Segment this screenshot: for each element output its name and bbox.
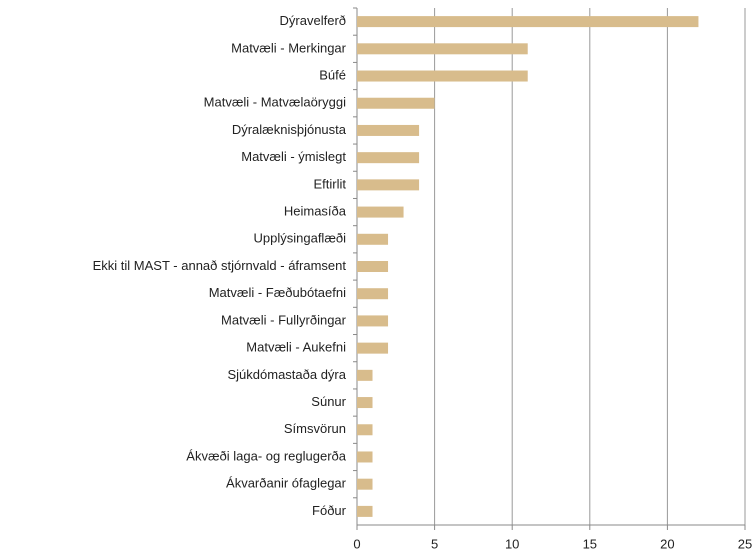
bar (357, 124, 420, 136)
x-tick-label: 5 (431, 536, 438, 551)
y-tick-label: Matvæli - Aukefni (246, 340, 346, 355)
bar (357, 397, 373, 409)
y-tick-label: Matvæli - ýmislegt (241, 149, 346, 164)
bar (357, 233, 389, 245)
bar (357, 70, 528, 82)
y-tick-label: Súnur (311, 394, 346, 409)
bar (357, 478, 373, 490)
bar (357, 451, 373, 463)
y-tick-label: Dýralæknisþjónusta (232, 122, 347, 137)
bar (357, 315, 389, 327)
x-tick-label: 20 (660, 536, 674, 551)
y-tick-label: Eftirlit (314, 176, 347, 191)
y-tick-label: Heimasíða (284, 204, 347, 219)
bar (357, 288, 389, 300)
bar (357, 342, 389, 354)
y-tick-label: Ákvæði laga- og reglugerða (186, 448, 346, 463)
y-tick-label: Matvæli - Matvælaöryggi (204, 95, 346, 110)
x-tick-label: 0 (353, 536, 360, 551)
bar (357, 206, 404, 218)
bar (357, 505, 373, 517)
bar (357, 16, 699, 28)
x-tick-label: 25 (738, 536, 752, 551)
y-tick-label: Matvæli - Fæðubótaefni (209, 285, 346, 300)
x-tick-label: 10 (505, 536, 519, 551)
bar (357, 152, 420, 164)
y-tick-label: Búfé (319, 67, 346, 82)
bar (357, 424, 373, 436)
bar (357, 261, 389, 272)
y-tick-label: Dýravelferð (280, 13, 346, 28)
y-tick-label: Fóður (312, 503, 347, 518)
y-tick-label: Ekki til MAST - annað stjórnvald - áfram… (93, 258, 347, 273)
y-tick-label: Ákvarðanir ófaglegar (226, 476, 347, 491)
y-tick-label: Upplýsingaflæði (254, 231, 347, 246)
bar (357, 369, 373, 381)
y-tick-label: Matvæli - Merkingar (231, 40, 347, 55)
bar (357, 179, 420, 191)
bar (357, 43, 528, 55)
bar (357, 97, 435, 109)
y-tick-label: Símsvörun (284, 421, 346, 436)
y-tick-label: Sjúkdómastaða dýra (227, 367, 346, 382)
y-tick-label: Matvæli - Fullyrðingar (221, 312, 347, 327)
x-tick-label: 15 (583, 536, 597, 551)
